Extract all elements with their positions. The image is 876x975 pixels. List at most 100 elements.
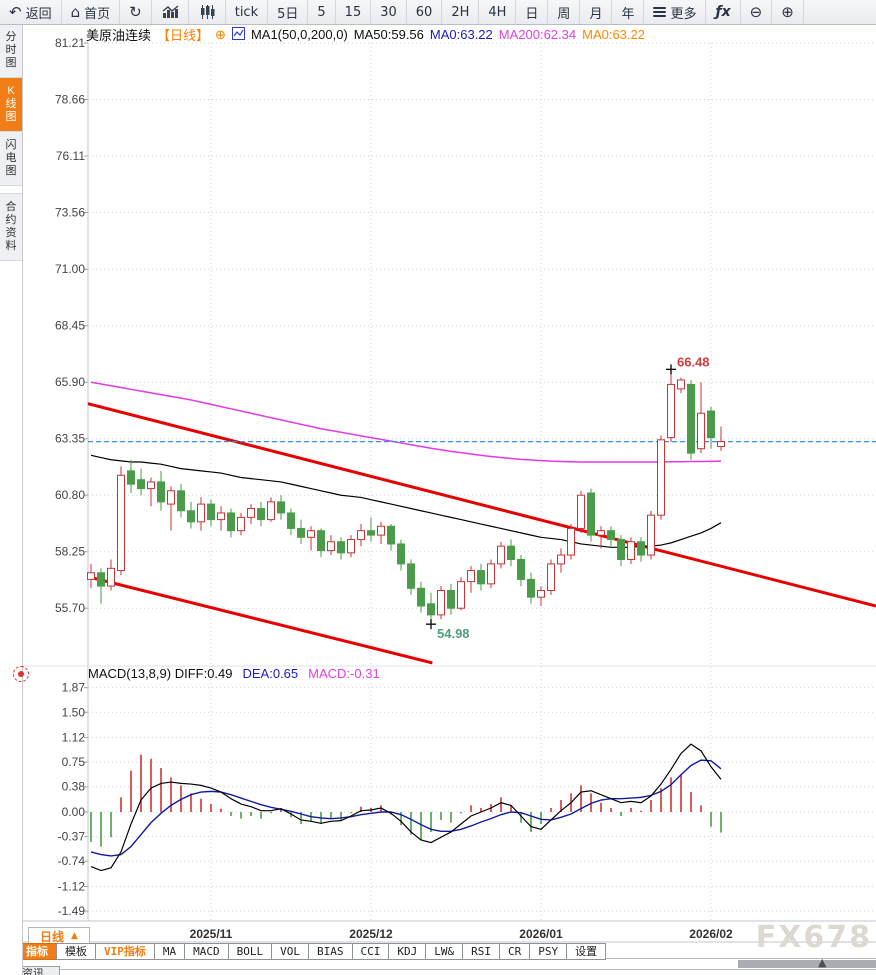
toolbar-label: 5日 [277,6,299,22]
zoom-out-icon: ⊖ [749,2,763,21]
candlestick-icon [200,5,215,19]
ma50-value: MA50:59.56 [353,27,424,42]
mini-chart-icon[interactable] [231,26,245,43]
add-indicator-icon[interactable]: ⊕ [215,26,226,42]
toolbar-label: 周 [557,6,571,22]
svg-text:-0.37: -0.37 [58,830,86,844]
toolbar-label: 年 [621,6,635,22]
indicator-tab-cci[interactable]: CCI [351,943,390,960]
ma-settings-label: MA1(50,0,200,0) [250,27,348,42]
macd-info-bar: MACD(13,8,9) DIFF:0.49 DEA:0.65 MACD:-0.… [88,666,380,681]
svg-text:2025/12: 2025/12 [349,927,393,941]
candles-layer [87,369,725,625]
menu-icon [653,5,667,19]
indicator-tab-psy[interactable]: PSY [529,943,568,960]
svg-text:-1.12: -1.12 [58,879,86,893]
zoom-out-button[interactable]: ⊖ [741,0,773,24]
toolbar-label: 月 [589,6,603,22]
indicator-tab-lw[interactable]: LW& [425,943,464,960]
svg-text:81.21: 81.21 [55,36,85,50]
bar-chart-view-button[interactable] [152,0,189,24]
period-30m-button[interactable]: 30 [371,0,407,24]
indicator-tab-vip[interactable]: VIP指标 [95,943,155,960]
indicator-tab-bar: 指标 模板 VIP指标 MA MACD BOLL VOL BIAS CCI KDJ LW& RSI CR… [17,943,607,960]
symbol-info-bar: 美原油连续 【日线】 ⊕ MA1(50,0,200,0) MA50:59.56 … [86,26,645,43]
candle-chart-view-button[interactable] [189,0,226,24]
refresh-button[interactable]: ↻ [120,0,152,24]
period-month-button[interactable]: 月 [580,0,613,24]
grid-layer [0,42,876,943]
indicator-tab-bias[interactable]: BIAS [308,943,353,960]
macd-params-label: MACD(13,8,9) DIFF:0.49 [88,666,233,681]
toolbar-label: 更多 [670,6,697,22]
indicator-tab-[interactable]: 设置 [566,943,607,960]
period-5m-button[interactable]: 5 [308,0,336,24]
svg-text:2026/01: 2026/01 [519,927,563,941]
svg-text:65.90: 65.90 [55,375,85,389]
period-year-button[interactable]: 年 [612,0,645,24]
toolbar-label: tick [234,4,259,20]
symbol-name: 美原油连续 [86,28,152,43]
indicator-marker-icon[interactable] [13,666,29,682]
toolbar-label: 返回 [25,6,52,22]
ma0-orange-value: MA0:63.22 [582,27,645,42]
zoom-in-icon: ⊕ [781,2,794,21]
sidebar-item-lightning-chart[interactable]: 闪电图 [0,132,22,186]
indicator-tab-vol[interactable]: VOL [271,943,309,960]
ma200-value: MA200:62.34 [498,27,577,42]
zoom-in-button[interactable]: ⊕ [772,0,804,24]
svg-text:-0.74: -0.74 [58,854,86,868]
period-15m-button[interactable]: 15 [336,0,372,24]
sidebar-item-time-chart[interactable]: 分时图 [0,24,22,78]
period-tag: 【日线】 [157,28,210,43]
indicator-tab-boll[interactable]: BOLL [227,943,273,960]
svg-text:2025/11: 2025/11 [190,927,233,941]
svg-text:60.80: 60.80 [55,488,85,502]
svg-text:1.12: 1.12 [62,731,86,745]
indicator-tab-kdj[interactable]: KDJ [388,943,427,960]
svg-text:0.38: 0.38 [62,780,86,794]
indicator-tab-rsi[interactable]: RSI [462,943,500,960]
macd-layer [90,743,722,872]
annotation-layer: 66.48 54.98 [426,354,710,641]
svg-text:2026/02: 2026/02 [689,927,733,941]
dea-value: DEA:0.65 [242,666,299,681]
period-5d-button[interactable]: 5日 [268,0,309,24]
svg-text:76.11: 76.11 [56,149,85,163]
more-button[interactable]: 更多 [644,0,707,24]
period-week-button[interactable]: 周 [548,0,581,24]
svg-text:1.50: 1.50 [62,705,86,719]
toolbar-label: 2H [451,4,470,20]
watermark: FX678 [755,920,872,955]
period-4h-button[interactable]: 4H [479,0,517,24]
svg-text:0.00: 0.00 [62,805,86,819]
home-button[interactable]: ⌂ 首页 [62,0,121,24]
svg-text:73.56: 73.56 [55,206,85,220]
period-day-button[interactable]: 日 [516,0,549,24]
macd-value: MACD:-0.31 [308,666,380,681]
indicator-tab-[interactable]: 模板 [56,943,96,960]
indicator-tab-[interactable]: 指标 [17,943,57,960]
svg-text:66.48: 66.48 [677,354,710,369]
ma-layer [90,381,722,548]
scroll-up-icon[interactable]: ▲ [818,956,827,969]
svg-text:0.75: 0.75 [62,755,86,769]
indicator-tab-ma[interactable]: MA [153,943,186,960]
back-button[interactable]: ↶ 返回 [0,0,62,24]
period-tick-button[interactable]: tick [226,0,269,24]
indicator-tab-cr[interactable]: CR [499,943,531,960]
svg-text:78.66: 78.66 [55,93,85,107]
back-icon: ↶ [9,2,22,21]
home-icon: ⌂ [70,2,81,21]
period-60m-button[interactable]: 60 [407,0,443,24]
toolbar-label: 30 [380,4,397,20]
fx-indicator-button[interactable]: ƒx [706,0,741,24]
indicator-tab-macd[interactable]: MACD [184,943,229,960]
period-2h-button[interactable]: 2H [442,0,480,24]
scrollbar-thumb[interactable]: ▲ [738,956,876,969]
sidebar-item-contract-info[interactable]: 合约资料 [0,193,22,261]
